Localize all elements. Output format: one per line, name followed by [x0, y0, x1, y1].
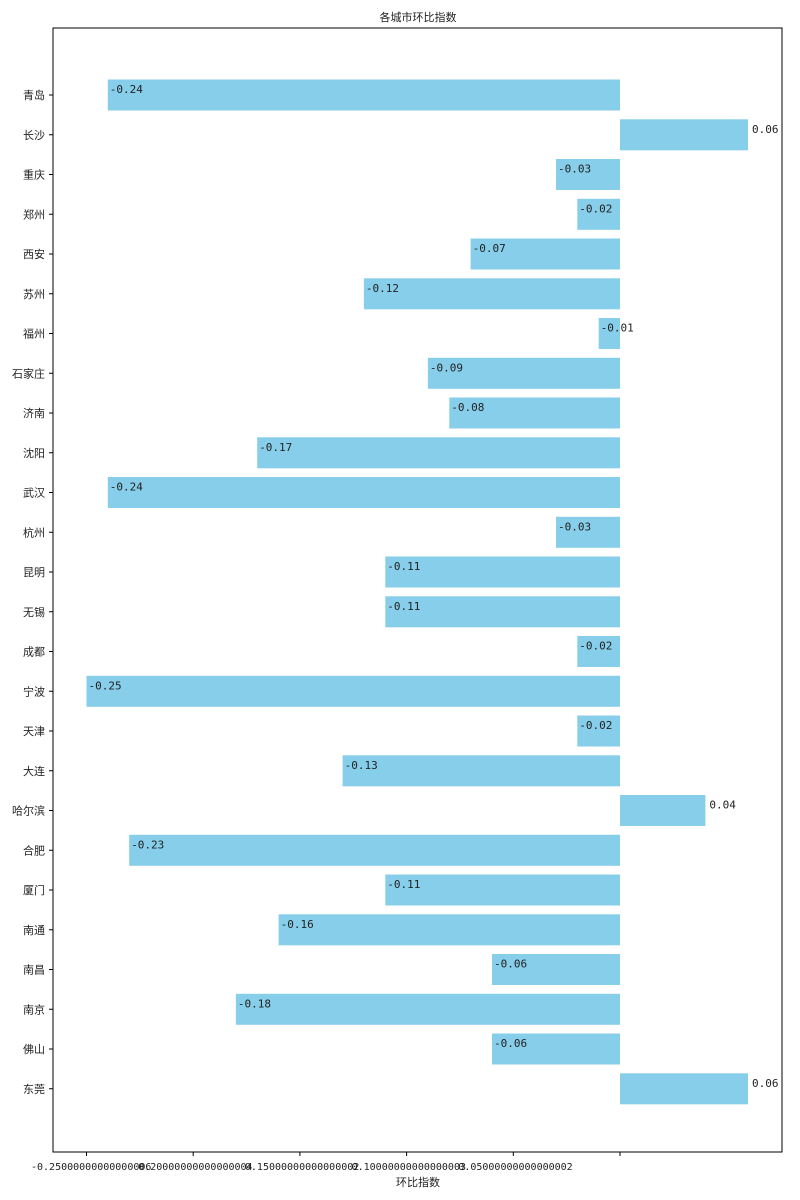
x-axis-label: 环比指数 — [396, 1175, 440, 1189]
bar-2 — [556, 159, 620, 190]
bar-22 — [492, 954, 620, 985]
bar-5 — [363, 278, 620, 310]
value-label-11: -0.03 — [558, 520, 591, 533]
plot-frame — [52, 27, 783, 1153]
category-label-25: 东莞 — [23, 1083, 45, 1096]
category-label-19: 合肥 — [23, 843, 45, 857]
bar-8 — [449, 397, 620, 429]
bar-17 — [342, 755, 620, 787]
y-axis: 青岛长沙重庆郑州西安苏州福州石家庄济南沈阳武汉杭州昆明无锡成都宁波天津大连哈尔滨… — [12, 88, 53, 1096]
value-label-23: -0.18 — [238, 997, 271, 1010]
category-label-7: 石家庄 — [12, 366, 45, 380]
value-label-21: -0.16 — [281, 918, 314, 931]
category-label-16: 天津 — [23, 725, 45, 738]
category-label-9: 沈阳 — [23, 446, 45, 460]
category-label-15: 宁波 — [23, 684, 45, 698]
category-label-3: 郑州 — [23, 207, 45, 221]
category-label-6: 福州 — [23, 327, 45, 341]
bar-13 — [385, 596, 620, 628]
x-tick-label-1: 0.20000000000000004 — [138, 1162, 252, 1173]
bar-14 — [577, 636, 620, 667]
category-label-24: 佛山 — [23, 1043, 45, 1056]
value-label-9: -0.17 — [259, 441, 292, 454]
value-label-6: -0.01 — [601, 322, 634, 335]
category-label-11: 杭州 — [23, 525, 45, 539]
category-label-18: 哈尔滨 — [12, 804, 45, 818]
bar-16 — [577, 715, 620, 747]
bar-21 — [278, 914, 620, 946]
bars-group — [86, 79, 748, 1105]
value-label-7: -0.09 — [430, 361, 463, 374]
value-label-10: -0.24 — [110, 481, 143, 494]
category-label-12: 昆明 — [23, 566, 45, 579]
value-label-15: -0.25 — [89, 679, 122, 692]
category-label-0: 青岛 — [23, 88, 45, 102]
chart-title: 各城市环比指数 — [380, 10, 457, 24]
category-label-14: 成都 — [23, 646, 45, 659]
bar-12 — [385, 556, 620, 588]
value-label-22: -0.06 — [494, 958, 527, 971]
value-label-24: -0.06 — [494, 1037, 527, 1050]
value-label-4: -0.07 — [473, 242, 506, 255]
bar-11 — [556, 516, 620, 548]
value-label-25: 0.06 — [752, 1077, 779, 1090]
bar-0 — [107, 79, 621, 111]
value-labels-group: -0.24 0.06 -0.03 -0.02 -0.07 -0.12 -0.01 -0.09 -… — [89, 83, 779, 1090]
bar-3 — [577, 198, 620, 230]
category-label-10: 武汉 — [23, 487, 45, 500]
category-label-8: 济南 — [23, 406, 45, 420]
bar-10 — [107, 477, 621, 508]
value-label-19: -0.23 — [131, 838, 164, 851]
x-tick-label-2: 0.15000000000000002 — [245, 1162, 359, 1173]
category-label-4: 西安 — [23, 247, 45, 261]
value-label-17: -0.13 — [345, 759, 378, 772]
value-label-18: 0.04 — [709, 799, 736, 812]
bar-18 — [620, 795, 706, 826]
bar-25 — [620, 1073, 748, 1105]
bar-15 — [86, 675, 620, 707]
category-label-23: 南京 — [23, 1002, 45, 1016]
bar-23 — [235, 993, 620, 1025]
bar-7 — [427, 357, 620, 389]
value-label-3: -0.02 — [579, 202, 612, 215]
value-label-1: 0.06 — [752, 123, 779, 136]
value-label-16: -0.02 — [579, 719, 612, 732]
bar-20 — [385, 874, 620, 906]
value-label-2: -0.03 — [558, 163, 591, 176]
category-label-17: 大连 — [23, 764, 45, 778]
value-label-12: -0.11 — [387, 560, 420, 573]
category-label-20: 厦门 — [23, 883, 45, 897]
bar-19 — [129, 834, 620, 866]
x-tick-label-0: -0.25000000000000006 — [31, 1162, 151, 1173]
bar-24 — [492, 1033, 620, 1065]
bar-6 — [598, 318, 620, 349]
value-label-8: -0.08 — [451, 401, 484, 414]
value-label-13: -0.11 — [387, 600, 420, 613]
value-label-5: -0.12 — [366, 282, 399, 295]
x-tick-label-3: 0.10000000000000003 — [352, 1162, 466, 1173]
category-label-5: 苏州 — [23, 288, 45, 301]
bar-9 — [257, 437, 620, 469]
category-label-1: 长沙 — [23, 129, 45, 142]
category-label-2: 重庆 — [23, 168, 45, 182]
category-label-21: 南通 — [23, 924, 45, 937]
value-label-20: -0.11 — [387, 878, 420, 891]
bar-4 — [470, 238, 620, 270]
x-tick-label-4: 0.05000000000000002 — [458, 1162, 572, 1173]
x-axis: -0.250000000000000060.200000000000000040… — [31, 1152, 621, 1173]
value-label-0: -0.24 — [110, 83, 143, 96]
category-label-13: 无锡 — [23, 605, 45, 619]
value-label-14: -0.02 — [579, 640, 612, 653]
category-label-22: 南昌 — [23, 964, 45, 977]
bar-1 — [620, 119, 748, 151]
